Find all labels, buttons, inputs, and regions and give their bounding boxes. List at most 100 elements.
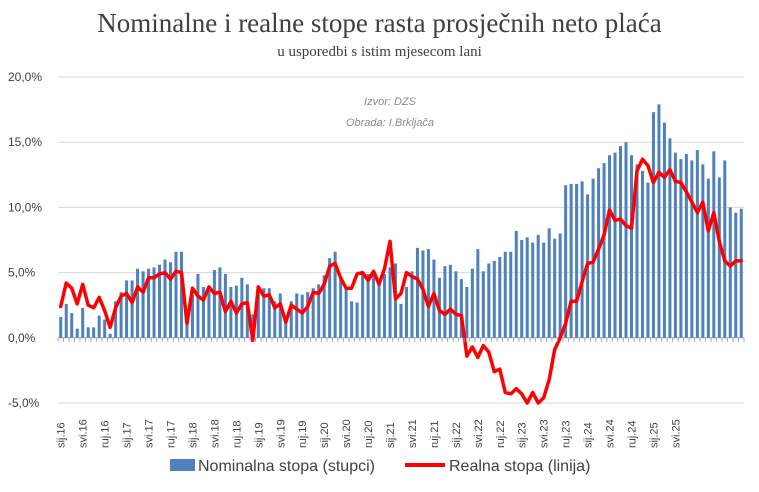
bar	[712, 151, 716, 338]
x-tick-label: svi.21	[407, 419, 419, 448]
bar	[739, 208, 743, 338]
bar	[717, 177, 721, 338]
bar	[492, 260, 496, 338]
bar	[355, 302, 359, 338]
bar	[300, 294, 304, 338]
bar	[410, 271, 414, 338]
bar	[487, 263, 491, 338]
x-tick-label: sij.20	[319, 422, 331, 448]
bar	[443, 266, 447, 338]
x-tick-label: sij.25	[648, 422, 660, 448]
bar	[383, 273, 387, 338]
x-tick-label: svi.25	[670, 419, 682, 448]
bar	[503, 251, 507, 338]
bar	[690, 160, 694, 338]
bar	[339, 277, 343, 338]
bar	[92, 327, 96, 338]
x-tick-label: svi.17	[144, 419, 156, 448]
bar	[333, 251, 337, 338]
bar	[558, 233, 562, 338]
bar	[147, 268, 151, 338]
bar	[602, 163, 606, 338]
x-tick-label: svi.22	[473, 419, 485, 448]
x-tick-label: ruj.19	[297, 420, 309, 448]
x-tick-label: ruj.20	[363, 420, 375, 448]
bar	[278, 293, 282, 338]
x-tick-label: sij.21	[385, 422, 397, 448]
source-line-1: Izvor: DZS	[364, 96, 417, 108]
bar	[86, 327, 90, 338]
bar	[624, 142, 628, 338]
bar	[185, 314, 189, 338]
bar	[141, 271, 145, 338]
x-tick-label: ruj.24	[626, 420, 638, 448]
bar	[262, 288, 266, 338]
bar	[240, 277, 244, 338]
bar	[542, 242, 546, 338]
bar	[190, 294, 194, 338]
bar	[701, 164, 705, 338]
bar	[350, 301, 354, 338]
bar	[256, 285, 260, 338]
bar	[125, 280, 129, 338]
bar	[284, 318, 288, 338]
bar	[399, 303, 403, 338]
bar	[459, 279, 463, 338]
bar	[119, 292, 123, 338]
x-tick-label: ruj.16	[100, 420, 112, 448]
x-tick-label: sij.18	[187, 422, 199, 448]
x-axis: sij.16 svi.16 ruj.16 sij.17 svi.17 ruj.17 sij.…	[56, 337, 745, 448]
bar	[514, 230, 518, 338]
bar	[136, 268, 140, 338]
bar	[613, 152, 617, 338]
bar	[404, 286, 408, 338]
bar	[640, 170, 644, 338]
legend-line-label: Realna stopa (linija)	[449, 458, 590, 475]
bar	[564, 185, 568, 338]
bar	[218, 267, 222, 338]
chart-subtitle: u usporedbi s istim mjesecom lani	[277, 44, 482, 60]
x-tick-label: svi.20	[341, 419, 353, 448]
bar	[525, 237, 529, 338]
bar	[267, 288, 271, 338]
bar	[454, 271, 458, 338]
bar	[163, 259, 167, 338]
legend-bar-swatch	[170, 459, 195, 471]
legend-bar-label: Nominalna stopa (stupci)	[198, 458, 375, 475]
bar	[273, 301, 277, 338]
x-tick-label: sij.22	[451, 422, 463, 448]
bar	[498, 256, 502, 338]
bar	[481, 271, 485, 338]
bar	[569, 183, 573, 338]
x-tick-label: ruj.23	[561, 420, 573, 448]
bar	[575, 183, 579, 338]
bar	[426, 249, 430, 338]
bar	[64, 303, 68, 338]
bar	[465, 286, 469, 338]
x-tick-label: svi.18	[209, 419, 221, 448]
bar	[158, 264, 162, 338]
bar	[734, 212, 738, 338]
bar	[531, 242, 535, 338]
x-tick-label: sij.24	[583, 422, 595, 448]
bar	[470, 268, 474, 338]
bar	[212, 269, 216, 338]
x-tick-label: svi.16	[78, 419, 90, 448]
bar	[75, 328, 79, 338]
bar	[651, 112, 655, 338]
bar	[415, 247, 419, 338]
y-tick-label: 5,0%	[8, 266, 36, 280]
bar	[619, 146, 623, 338]
bar	[646, 182, 650, 338]
bar	[229, 286, 233, 338]
source-line-2: Obrada: I.Brkljača	[346, 117, 434, 129]
bar	[668, 138, 672, 338]
x-tick-label: ruj.18	[231, 420, 243, 448]
bar	[103, 319, 107, 338]
x-tick-label: sij.17	[122, 422, 134, 448]
bar	[168, 262, 173, 338]
y-tick-label: 15,0%	[8, 135, 42, 149]
x-tick-label: ruj.17	[166, 420, 178, 448]
bar	[174, 251, 178, 338]
